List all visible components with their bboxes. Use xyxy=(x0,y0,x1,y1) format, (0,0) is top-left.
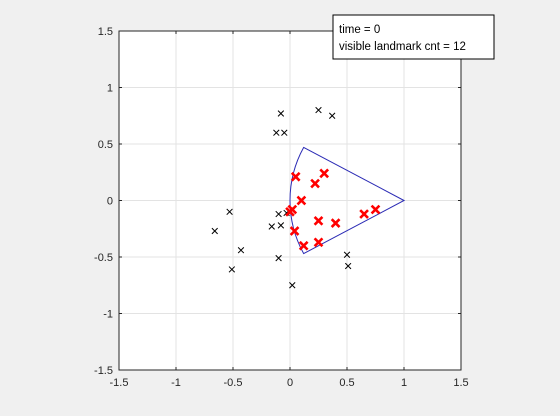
marker-stroke xyxy=(273,129,280,136)
marker-stroke xyxy=(277,222,285,229)
marker-stroke xyxy=(298,240,309,251)
marker-stroke xyxy=(296,195,307,206)
visible-landmark-marker xyxy=(298,240,309,251)
landmark-marker xyxy=(328,112,336,119)
y-tick-label: 1 xyxy=(107,83,113,95)
marker-stroke xyxy=(313,237,324,248)
axis-tick-labels: -1.5 -1 -0.5 0 0.5 1 1.5 -1.5 -1 -0.5 0 0.5 1 1.5 xyxy=(94,26,469,389)
x-tick-label: 1 xyxy=(401,377,407,389)
visible-landmark-marker xyxy=(296,195,307,206)
landmark-marker xyxy=(226,208,233,216)
landmark-marker xyxy=(211,227,218,235)
y-tick-label: 0.5 xyxy=(98,139,113,151)
marker-stroke xyxy=(289,282,296,289)
axis-ticks xyxy=(118,30,462,371)
y-tick-label: 1.5 xyxy=(98,26,113,38)
marker-stroke xyxy=(211,227,218,235)
marker-stroke xyxy=(310,178,320,189)
landmark-marker xyxy=(275,254,282,262)
marker-stroke xyxy=(343,251,351,258)
marker-stroke xyxy=(315,106,322,114)
landmark-marker xyxy=(344,262,352,270)
visible-landmark-marker xyxy=(330,218,341,228)
landmark-marker xyxy=(343,251,351,258)
marker-stroke xyxy=(330,218,341,228)
marker-stroke xyxy=(226,208,233,216)
y-tick-label: -1 xyxy=(103,309,113,321)
landmark-marker xyxy=(275,210,282,218)
x-tick-label: -0.5 xyxy=(224,377,243,389)
annotation-landmark-count-text: visible landmark cnt = 12 xyxy=(339,41,466,53)
marker-stroke xyxy=(313,216,324,226)
y-tick-label: -0.5 xyxy=(94,252,113,264)
x-tick-label: -1.5 xyxy=(110,377,129,389)
marker-stroke xyxy=(237,247,245,254)
marker-stroke xyxy=(268,223,275,230)
landmark-points xyxy=(211,106,381,289)
annotation-box: time = 0 visible landmark cnt = 12 xyxy=(332,14,495,60)
landmark-marker xyxy=(237,247,245,254)
visible-landmark-marker xyxy=(289,226,300,236)
marker-stroke xyxy=(359,209,369,219)
marker-stroke xyxy=(275,210,282,218)
y-tick-label: -1.5 xyxy=(94,365,113,377)
x-tick-label: 0 xyxy=(287,377,293,389)
marker-stroke xyxy=(277,110,285,117)
visible-landmark-marker xyxy=(313,216,324,226)
visible-landmark-marker xyxy=(319,168,330,179)
landmark-marker xyxy=(228,266,236,273)
marker-stroke xyxy=(290,171,301,182)
marker-stroke xyxy=(285,206,295,217)
annotation-time-text: time = 0 xyxy=(339,24,380,36)
visible-landmark-marker xyxy=(285,206,295,217)
x-tick-label: 0.5 xyxy=(339,377,354,389)
marker-stroke xyxy=(281,129,288,136)
marker-stroke xyxy=(319,168,330,179)
marker-stroke xyxy=(289,226,300,236)
landmark-marker xyxy=(289,282,296,289)
landmark-marker xyxy=(273,129,280,136)
visible-landmark-marker xyxy=(359,209,369,219)
x-tick-label: -1 xyxy=(171,377,181,389)
marker-stroke xyxy=(370,204,381,215)
y-tick-label: 0 xyxy=(107,196,113,208)
visible-landmark-marker xyxy=(370,204,381,215)
annotation-frame xyxy=(332,14,495,60)
marker-stroke xyxy=(228,266,236,273)
visible-landmark-marker xyxy=(290,171,301,182)
visible-landmark-marker xyxy=(313,237,324,248)
marker-stroke xyxy=(328,112,336,119)
x-tick-label: 1.5 xyxy=(453,377,468,389)
landmark-marker xyxy=(315,106,322,114)
landmark-marker xyxy=(277,222,285,229)
landmark-marker xyxy=(268,223,275,230)
visible-landmark-marker xyxy=(310,178,320,189)
marker-stroke xyxy=(275,254,282,262)
marker-stroke xyxy=(344,262,352,270)
landmark-marker xyxy=(281,129,288,136)
landmark-marker xyxy=(277,110,285,117)
